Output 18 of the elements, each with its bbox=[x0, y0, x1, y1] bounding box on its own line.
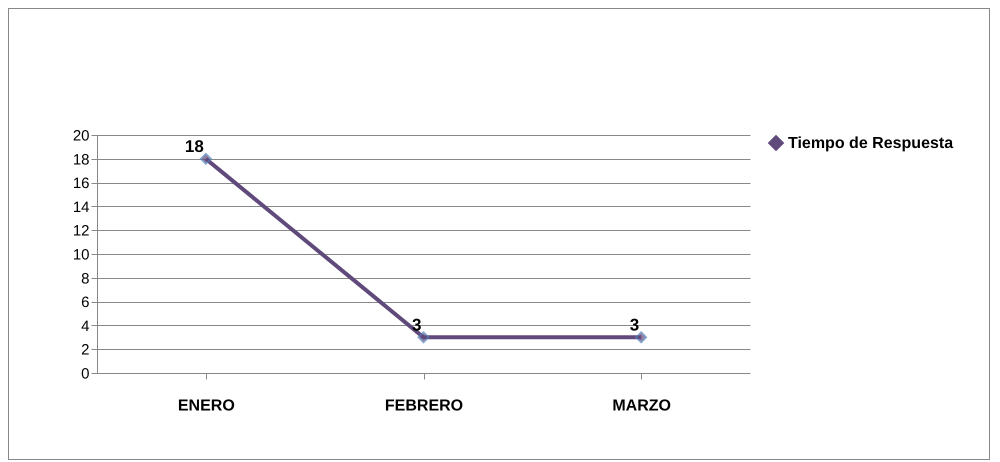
y-tick-label: 2 bbox=[81, 342, 90, 359]
legend-label: Tiempo de Respuesta bbox=[788, 135, 954, 152]
y-tick-label: 4 bbox=[81, 318, 90, 335]
y-tick-label: 10 bbox=[72, 246, 90, 264]
x-tick-label: MARZO bbox=[612, 398, 671, 414]
y-tick-label: 0 bbox=[81, 366, 90, 382]
x-tick-label: ENERO bbox=[178, 398, 235, 414]
data-label: 18 bbox=[184, 136, 204, 156]
y-tick-label: 14 bbox=[72, 198, 90, 216]
x-tick-label: FEBRERO bbox=[384, 398, 464, 414]
data-label: 3 bbox=[412, 315, 422, 334]
data-label: 3 bbox=[630, 315, 640, 334]
y-tick-label: 16 bbox=[72, 175, 90, 192]
y-tick-label: 18 bbox=[72, 151, 90, 168]
y-tick-label: 20 bbox=[72, 128, 90, 144]
y-tick-label: 12 bbox=[72, 222, 90, 240]
y-tick-label: 8 bbox=[81, 270, 90, 288]
y-tick-label: 6 bbox=[81, 294, 90, 312]
